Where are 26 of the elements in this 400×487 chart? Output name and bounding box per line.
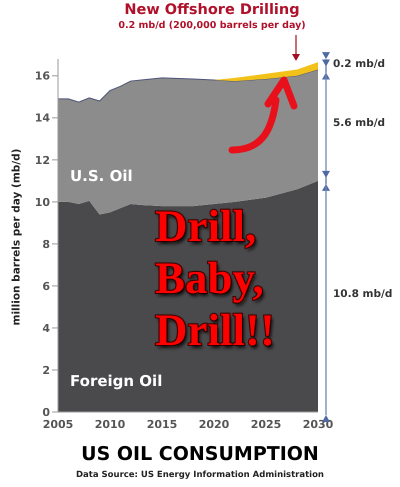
x-tick-label: 2030 <box>302 418 334 431</box>
x-tick-label: 2005 <box>42 418 74 431</box>
y-tick-label: 4 <box>42 322 50 335</box>
x-tick-label: 2010 <box>94 418 126 431</box>
text: 10.8 mb/d <box>333 288 392 300</box>
annotation: Drill, Baby, Drill!! <box>155 200 275 356</box>
y-tick-label: 10 <box>34 196 50 209</box>
source-note: Data Source: US Energy Information Administration <box>75 470 325 480</box>
y-axis-title: million barrels per day (mb/d) <box>10 148 23 326</box>
series-label: Foreign Oil <box>70 372 162 390</box>
y-tick-label: 8 <box>42 238 50 251</box>
series-label: U.S. Oil <box>70 167 133 185</box>
text: 0.2 mb/d (200,000 barrels per day) <box>117 20 307 31</box>
y-tick-label: 2 <box>42 364 50 377</box>
y-tick-label: 6 <box>42 280 50 293</box>
text: US OIL CONSUMPTION <box>80 443 320 465</box>
y-tick-label: 12 <box>34 154 50 167</box>
text: New Offshore Drilling <box>123 2 301 18</box>
x-tick-label: 2015 <box>146 418 178 431</box>
y-tick-label: 14 <box>34 112 50 125</box>
text: 0.2 mb/d <box>333 58 386 70</box>
y-tick-label: 16 <box>34 70 50 83</box>
x-tick-label: 2020 <box>198 418 230 431</box>
text: 5.6 mb/d <box>333 117 386 130</box>
x-tick-label: 2025 <box>250 418 282 431</box>
y-tick-label: 0 <box>42 406 50 419</box>
